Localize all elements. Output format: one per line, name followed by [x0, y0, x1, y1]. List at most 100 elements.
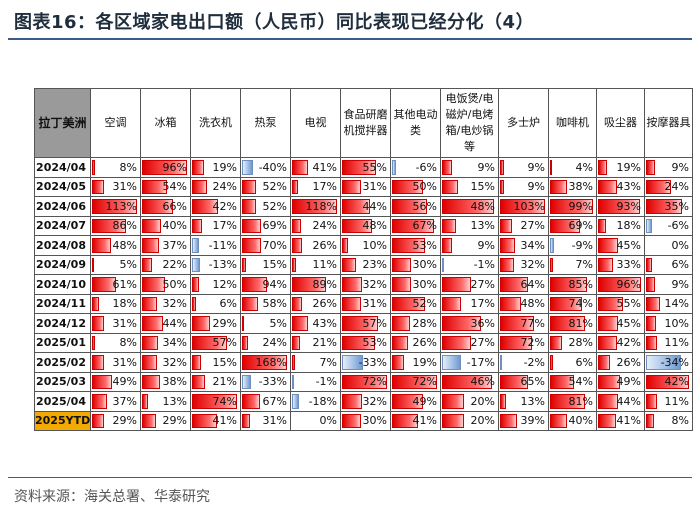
- data-cell: 41%: [290, 157, 341, 178]
- positive-bar: [92, 199, 138, 214]
- cell-value: 14%: [664, 297, 689, 311]
- data-cell: 37%: [140, 235, 191, 256]
- data-cell: 53%: [340, 332, 391, 353]
- cell-value: 7%: [319, 355, 337, 369]
- positive-bar: [500, 179, 504, 194]
- cell-value: 42%: [616, 336, 641, 350]
- cell-value: 72%: [520, 336, 545, 350]
- positive-bar: [192, 335, 227, 350]
- data-cell: 32%: [140, 293, 191, 314]
- table-row: 2024/05 31% 54% 24% 52% 17% 31% 50% 15% 9% 38% 43% 2…: [34, 176, 693, 197]
- data-cell: 86%: [90, 215, 141, 236]
- data-cell: 41%: [190, 410, 241, 431]
- cell-value: 61%: [112, 277, 137, 291]
- row-label: 2024/06: [34, 196, 91, 217]
- table-row: 2025/04 37% 13% 74% 67% -18% 32% 49% 20% 13% 81% 44…: [34, 391, 693, 412]
- cell-value: -17%: [466, 355, 495, 369]
- cell-value: 27%: [520, 219, 545, 233]
- positive-bar: [442, 335, 472, 350]
- positive-bar: [292, 296, 302, 311]
- positive-bar: [242, 335, 249, 350]
- cell-value: 94%: [262, 277, 287, 291]
- positive-bar: [342, 218, 373, 233]
- cell-value: 11%: [664, 336, 689, 350]
- data-cell: 9%: [440, 235, 499, 256]
- positive-bar: [292, 179, 299, 194]
- positive-bar: [598, 277, 642, 292]
- positive-bar: [598, 413, 617, 428]
- cell-value: -33%: [258, 375, 287, 389]
- cell-value: 5%: [119, 258, 137, 272]
- cell-value: 21%: [212, 375, 237, 389]
- positive-bar: [646, 335, 658, 350]
- positive-bar: [292, 160, 308, 175]
- positive-bar: [142, 394, 149, 409]
- table-row: 2024/08 48% 37% -11% 70% 26% 10% 53% 9% 34% -9% 45%…: [34, 235, 693, 256]
- data-cell: 45%: [596, 313, 645, 334]
- positive-bar: [342, 238, 349, 253]
- data-cell: 0%: [644, 235, 693, 256]
- data-cell: 103%: [498, 196, 549, 217]
- positive-bar: [242, 257, 247, 272]
- positive-bar: [550, 355, 553, 370]
- data-cell: 31%: [240, 410, 291, 431]
- data-cell: 9%: [498, 157, 549, 178]
- positive-bar: [442, 316, 482, 331]
- cell-value: 74%: [212, 394, 237, 408]
- positive-bar: [342, 413, 361, 428]
- positive-bar: [646, 160, 656, 175]
- positive-bar: [598, 160, 607, 175]
- cell-value: 41%: [312, 160, 337, 174]
- data-cell: 53%: [390, 235, 441, 256]
- cell-value: 45%: [616, 316, 641, 330]
- positive-bar: [142, 296, 158, 311]
- row-label: 2024/09: [34, 254, 91, 275]
- data-cell: 113%: [90, 196, 141, 217]
- data-cell: 17%: [440, 293, 499, 314]
- row-label: 2025YTD: [34, 410, 91, 431]
- cell-value: 31%: [112, 355, 137, 369]
- positive-bar: [142, 277, 166, 292]
- cell-value: 113%: [105, 199, 137, 213]
- data-cell: 32%: [340, 274, 391, 295]
- positive-bar: [442, 218, 457, 233]
- positive-bar: [500, 335, 532, 350]
- positive-bar: [598, 355, 610, 370]
- data-cell: 13%: [440, 215, 499, 236]
- data-cell: -18%: [290, 391, 341, 412]
- cell-value: 8%: [119, 336, 137, 350]
- cell-value: 32%: [162, 355, 187, 369]
- positive-bar: [550, 277, 588, 292]
- positive-bar: [92, 218, 127, 233]
- data-cell: 10%: [340, 235, 391, 256]
- data-cell: 42%: [190, 196, 241, 217]
- data-cell: 42%: [644, 371, 693, 392]
- positive-bar: [500, 277, 528, 292]
- data-cell: 52%: [390, 293, 441, 314]
- negative-bar: [292, 394, 299, 409]
- column-header: 按摩器具: [644, 88, 693, 158]
- data-cell: 70%: [240, 235, 291, 256]
- cell-value: -40%: [258, 160, 287, 174]
- data-cell: 67%: [240, 391, 291, 412]
- data-cell: 64%: [498, 274, 549, 295]
- cell-value: 44%: [362, 199, 387, 213]
- positive-bar: [392, 257, 411, 272]
- data-cell: 57%: [190, 332, 241, 353]
- cell-value: -33%: [358, 355, 387, 369]
- column-header: 吸尘器: [596, 88, 645, 158]
- chart-title: 图表16：各区域家电出口额（人民币）同比表现已经分化（4）: [14, 12, 535, 33]
- positive-bar: [292, 257, 297, 272]
- row-label: 2024/10: [34, 274, 91, 295]
- data-cell: 26%: [290, 235, 341, 256]
- data-cell: 94%: [240, 274, 291, 295]
- cell-value: 38%: [568, 180, 593, 194]
- cell-value: 19%: [212, 160, 237, 174]
- cell-value: 49%: [112, 375, 137, 389]
- cell-value: 38%: [162, 375, 187, 389]
- data-cell: 7%: [290, 352, 341, 373]
- cell-value: 53%: [412, 238, 437, 252]
- positive-bar: [242, 296, 258, 311]
- cell-value: 15%: [262, 258, 287, 272]
- positive-bar: [392, 277, 411, 292]
